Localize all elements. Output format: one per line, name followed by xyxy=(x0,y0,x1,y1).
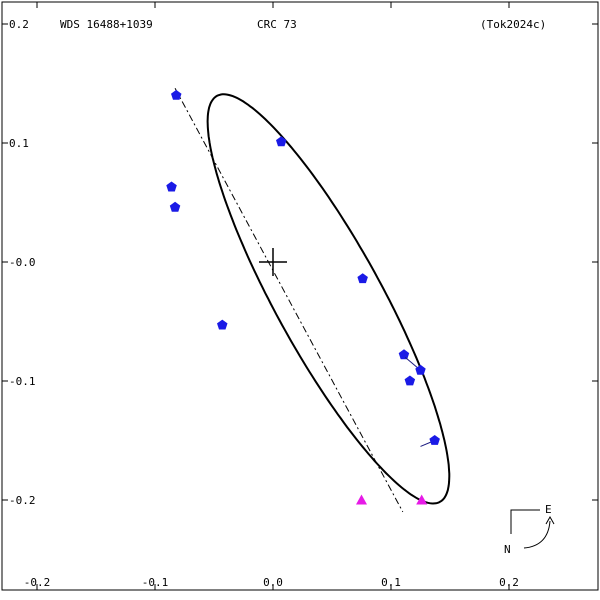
visual-measurement-point xyxy=(171,89,182,100)
visual-measurement-point xyxy=(357,273,368,284)
other-measurement-point xyxy=(356,494,367,505)
y-axis-ticks: 0.2 0.1 -0.0 -0.1 -0.2 xyxy=(2,18,598,507)
x-axis-ticks: -0.2 -0.1 0.0 0.1 0.2 xyxy=(24,2,519,590)
compass-axes xyxy=(510,509,540,534)
visual-measurement-point xyxy=(166,181,177,192)
x-tick-label: 0.0 xyxy=(263,576,283,589)
other-measurement-point xyxy=(416,494,428,505)
header-left: WDS 16488+1039 xyxy=(60,18,153,31)
compass-east-label: E xyxy=(545,503,552,516)
points-layer xyxy=(166,89,440,505)
compass: E N xyxy=(504,503,555,556)
y-tick-label: -0.1 xyxy=(9,375,36,388)
x-tick-label: -0.1 xyxy=(142,576,169,589)
visual-measurement-point xyxy=(169,201,181,212)
visual-measurement-point xyxy=(217,319,228,330)
visual-measurement-point xyxy=(404,375,416,386)
line-of-apsides xyxy=(174,88,404,513)
visual-measurement-point xyxy=(415,364,426,375)
compass-arc xyxy=(523,520,551,549)
y-tick-label: 0.1 xyxy=(9,137,29,150)
y-tick-label: -0.2 xyxy=(9,494,36,507)
y-tick-label: -0.0 xyxy=(9,256,36,269)
header-right: (Tok2024c) xyxy=(480,18,546,31)
x-tick-label: -0.2 xyxy=(24,576,51,589)
y-tick-label: 0.2 xyxy=(9,18,29,31)
visual-measurement-point xyxy=(276,136,287,147)
x-tick-label: 0.2 xyxy=(499,576,519,589)
visual-measurement-point xyxy=(398,349,410,360)
compass-arrow-icon xyxy=(545,515,555,525)
compass-north-label: N xyxy=(504,543,511,556)
header-center: CRC 73 xyxy=(257,18,297,31)
orbit-layer xyxy=(174,88,451,513)
orbit-ellipse xyxy=(206,93,451,505)
visual-measurement-point xyxy=(429,435,440,445)
x-tick-label: 0.1 xyxy=(381,576,401,589)
